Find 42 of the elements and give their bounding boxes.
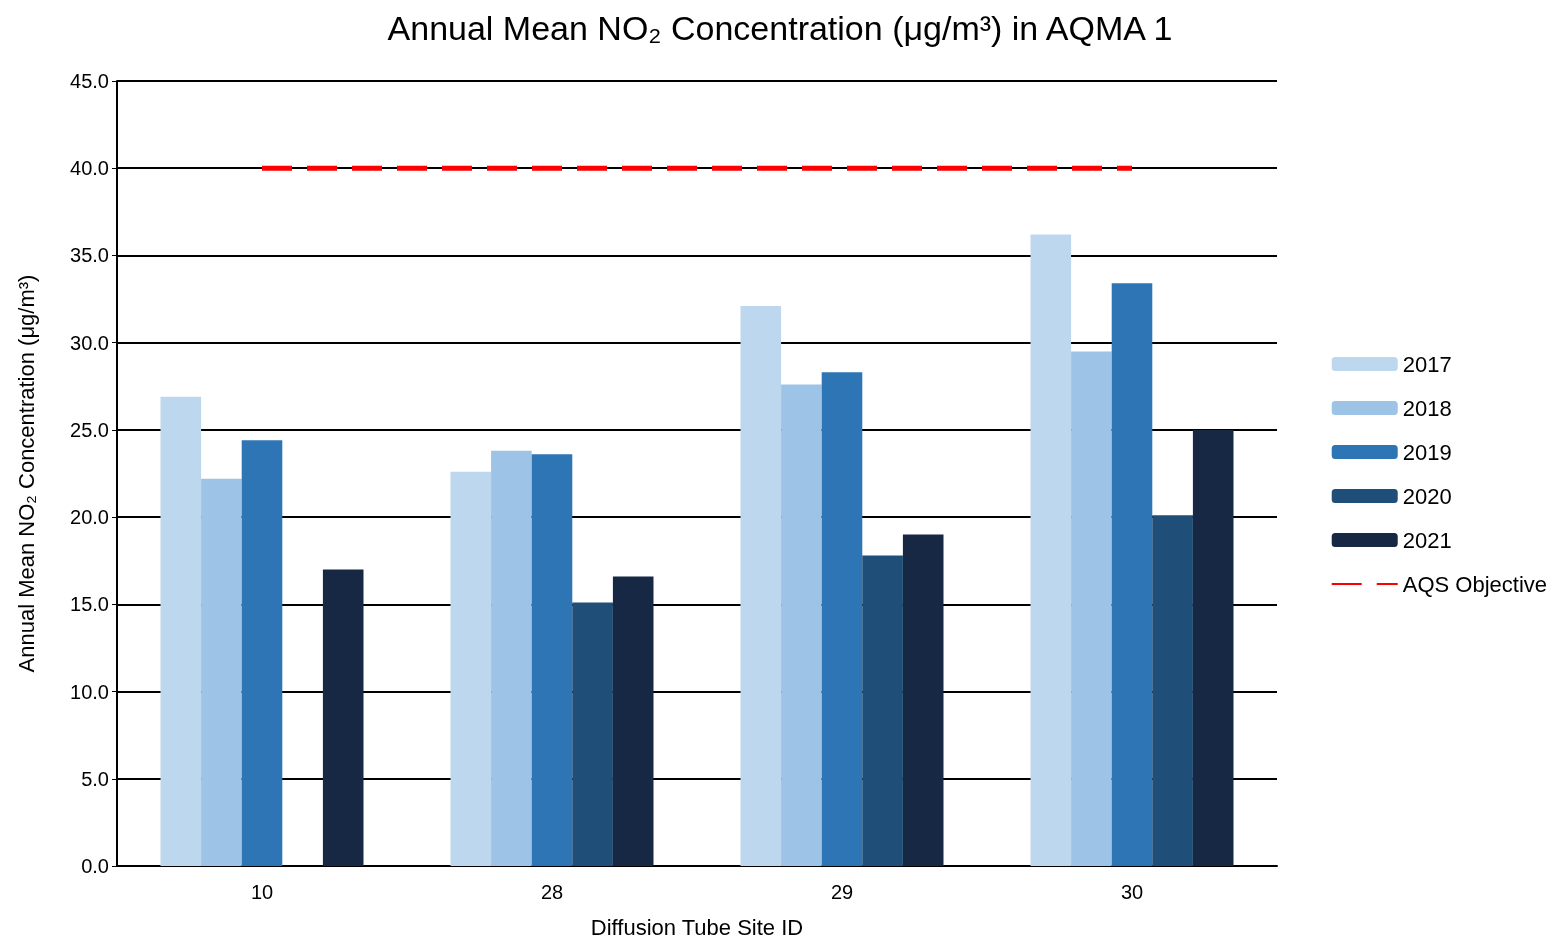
bar	[531, 454, 573, 866]
y-tick-label: 5.0	[81, 767, 109, 790]
x-axis-title: Diffusion Tube Site ID	[590, 914, 804, 940]
legend-label: 2018	[1402, 395, 1452, 421]
bar	[322, 569, 364, 866]
bar	[740, 306, 782, 866]
bar	[241, 440, 283, 866]
x-tick-label: 29	[830, 881, 854, 903]
y-tick-label: 10.0	[70, 680, 109, 703]
x-tick-label: 10	[250, 881, 274, 903]
legend-label: 2020	[1402, 483, 1452, 509]
bar	[862, 555, 903, 866]
bar	[1192, 429, 1234, 866]
bar	[1030, 234, 1072, 866]
bar	[160, 396, 202, 866]
bar	[450, 471, 492, 866]
legend-label: AQS Objective	[1402, 571, 1547, 597]
x-tick-label: 30	[1120, 881, 1144, 903]
legend-label: 2019	[1402, 439, 1452, 465]
y-tick-label: 0.0	[81, 855, 109, 877]
legend-label: 2017	[1402, 351, 1452, 377]
bar	[902, 534, 944, 866]
legend-label: 2021	[1402, 527, 1452, 553]
bar	[572, 602, 613, 866]
chart-title: Annual Mean NO₂ Concentration (μg/m³) in AQMA 1	[387, 9, 1173, 47]
y-axis-title: Annual Mean NO₂ Concentration (μg/m³)	[13, 274, 39, 673]
bar	[1152, 515, 1193, 866]
y-tick-label: 45.0	[70, 70, 109, 92]
y-tick-label: 40.0	[70, 157, 109, 180]
bar	[821, 372, 863, 866]
bar	[781, 384, 822, 866]
bar	[612, 576, 654, 866]
bar	[201, 478, 242, 866]
y-tick-label: 20.0	[70, 506, 109, 529]
bar	[1071, 351, 1112, 866]
y-tick-label: 15.0	[70, 593, 109, 616]
y-tick-label: 35.0	[70, 244, 109, 267]
y-tick-label: 30.0	[70, 331, 109, 354]
x-tick-label: 28	[540, 881, 564, 903]
y-tick-label: 25.0	[70, 418, 109, 441]
bar	[1111, 283, 1153, 866]
bar	[491, 450, 532, 866]
